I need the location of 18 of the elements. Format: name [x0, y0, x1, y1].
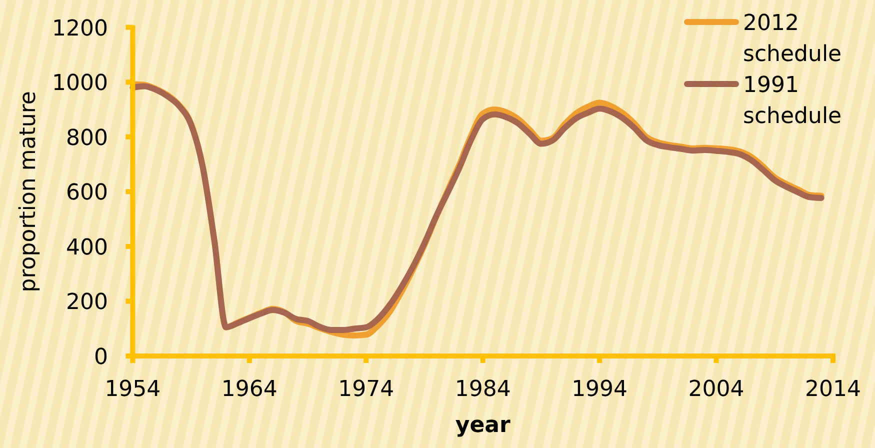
y-tick-label: 1000 — [52, 71, 108, 96]
x-tick-label: 1994 — [572, 377, 628, 402]
y-tick-label: 400 — [66, 235, 108, 260]
x-axis-title: year — [455, 413, 510, 438]
x-tick-label: 1954 — [104, 377, 161, 402]
x-tick-label: 1964 — [221, 377, 278, 402]
y-tick-label: 200 — [66, 290, 108, 316]
x-tick-label: 2014 — [805, 377, 861, 402]
y-tick-label: 800 — [66, 126, 108, 151]
legend-label: 1991 schedule — [743, 73, 842, 129]
y-axis-title: proportion mature — [16, 91, 41, 292]
x-tick-label: 1984 — [454, 377, 511, 402]
x-tick-label: 2004 — [688, 377, 744, 402]
x-tick-label: 1974 — [338, 377, 394, 402]
legend-label: 2012 schedule — [743, 11, 842, 67]
y-tick-label: 0 — [94, 345, 108, 370]
y-tick-label: 1200 — [52, 16, 108, 42]
y-tick-label: 600 — [66, 180, 108, 206]
